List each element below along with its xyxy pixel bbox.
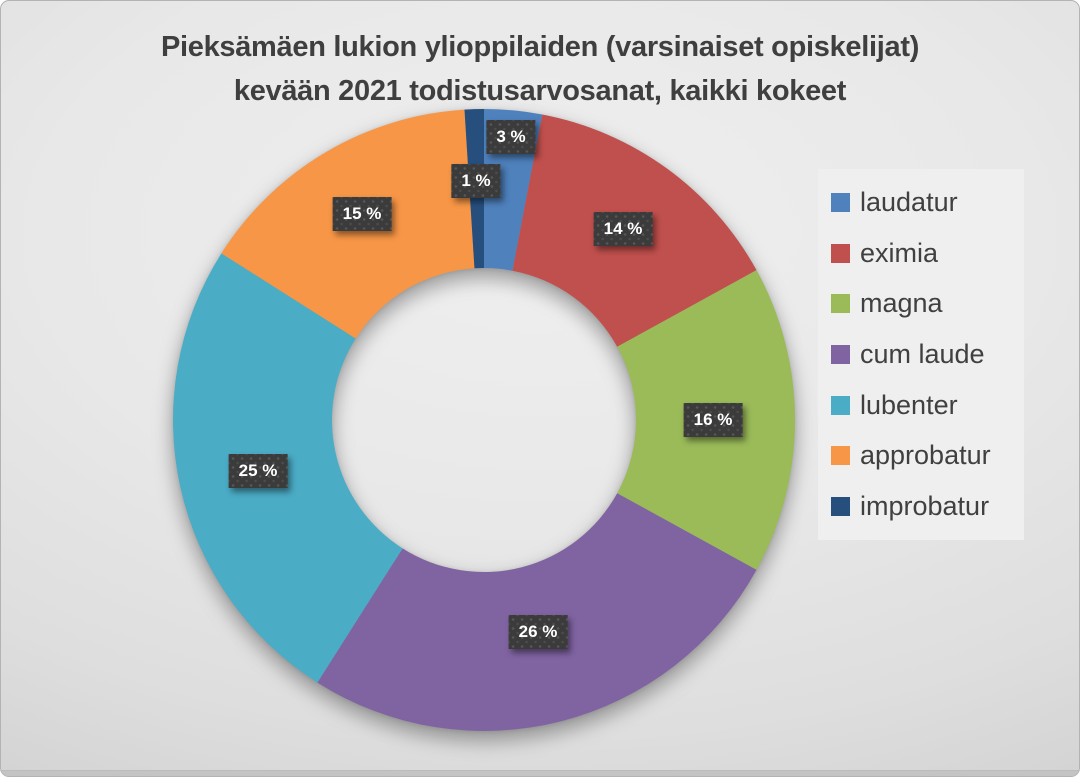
chart-legend: laudatur eximia magna cum laude lubenter appr… (818, 169, 1024, 540)
legend-item-laudatur: laudatur (831, 186, 1020, 217)
slice-lubenter (172, 253, 403, 683)
window-bottom-edge (1, 770, 1079, 776)
legend-label: eximia (860, 237, 939, 268)
data-label-improbatur: 1 % (451, 164, 500, 198)
legend-item-eximia: eximia (831, 237, 1020, 268)
legend-label: approbatur (860, 440, 991, 471)
data-label-laudatur: 3 % (486, 120, 535, 154)
legend-swatch-icon (831, 294, 850, 314)
legend-item-lubenter: lubenter (831, 389, 1020, 420)
data-label-approbatur: 15 % (333, 197, 392, 231)
legend-item-cum-laude: cum laude (831, 338, 1020, 369)
data-label-lubenter: 25 % (229, 454, 288, 488)
data-label-eximia: 14 % (594, 212, 653, 246)
legend-label: lubenter (860, 389, 958, 420)
slice-approbatur (221, 109, 475, 339)
legend-item-approbatur: approbatur (831, 442, 1020, 469)
legend-swatch-icon (831, 243, 850, 263)
legend-swatch-icon (831, 344, 850, 364)
legend-label: magna (860, 288, 943, 319)
legend-swatch-icon (831, 446, 850, 466)
chart-title-line-1: Pieksämäen lukion ylioppilaiden (varsina… (160, 31, 920, 63)
legend-item-improbatur: improbatur (831, 493, 1020, 520)
legend-swatch-icon (831, 192, 850, 212)
legend-item-magna: magna (831, 290, 1020, 317)
legend-label: improbatur (860, 491, 990, 522)
slice-laudatur (484, 109, 543, 271)
slice-cum-laude (317, 493, 757, 732)
chart-title: Pieksämäen lukion ylioppilaiden (varsina… (1, 25, 1079, 113)
data-label-magna: 16 % (684, 403, 743, 437)
legend-label: cum laude (860, 338, 985, 369)
chart-title-line-2: kevään 2021 todistusarvosanat, kaikki ko… (233, 75, 847, 107)
legend-swatch-icon (831, 395, 850, 415)
legend-label: laudatur (860, 186, 958, 217)
legend-swatch-icon (831, 497, 850, 517)
data-label-cum-laude: 26 % (509, 615, 568, 649)
